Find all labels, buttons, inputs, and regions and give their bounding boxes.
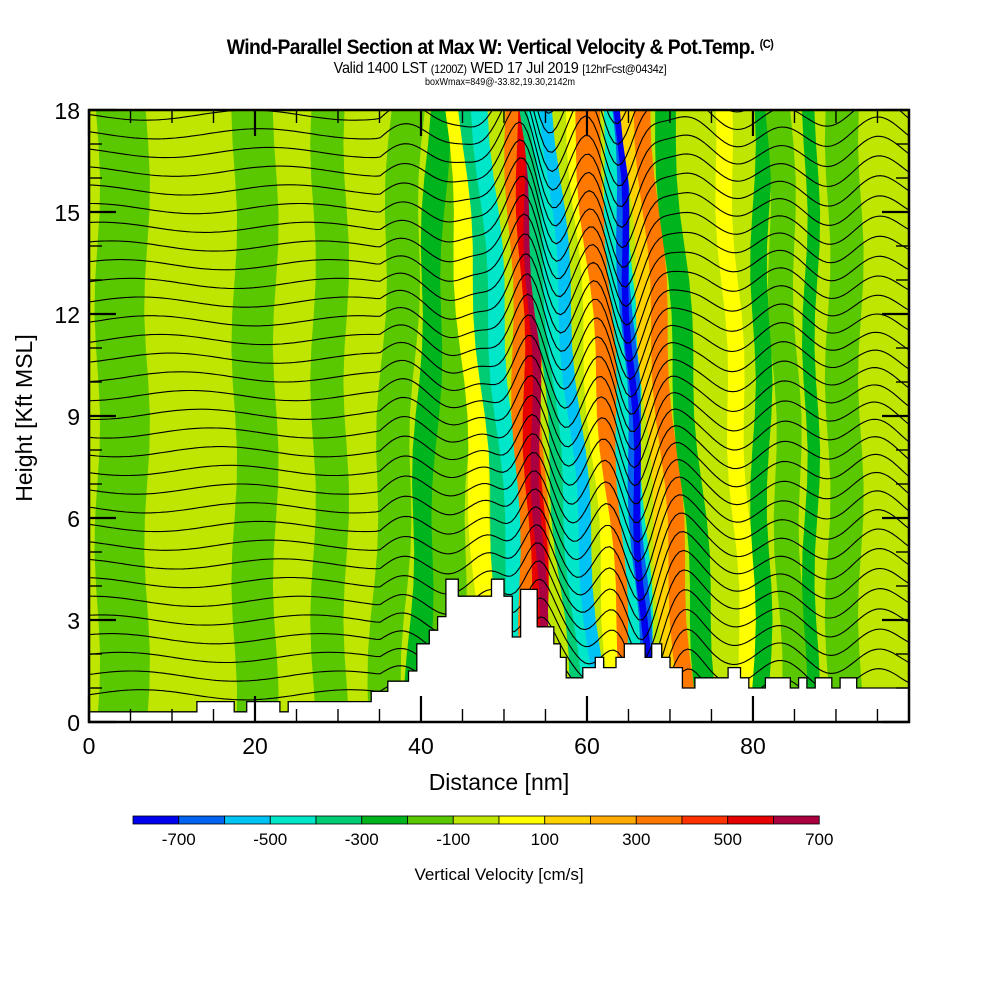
colorbar-swatch [315,815,363,825]
axis-ticks [87,108,909,724]
forecast-info: [12hrFcst@0434z] [582,62,667,76]
x-tick-label: 20 [242,733,268,759]
y-tick-label: 6 [67,506,80,532]
velocity-band [655,111,720,722]
theta-contour [90,470,909,563]
y-tick-labels: 0 3 6 9 12 15 18 [54,98,80,736]
velocity-band [310,111,349,722]
theta-contour [90,213,909,326]
colorbar-tick-label: -300 [345,830,379,849]
y-tick-label: 12 [54,302,80,328]
colorbar-tick-label: 500 [714,830,742,849]
theta-contour [90,273,909,381]
velocity-band [715,111,758,722]
theta-contour [90,314,909,415]
colorbar-tick-label: 700 [805,830,833,849]
colorbar-swatch [224,815,271,825]
colorbar-swatch [635,815,683,825]
x-tick-label: 80 [740,733,766,759]
theta-contour [90,413,909,505]
colorbar-tick-label: -700 [162,830,196,849]
colorbar-swatch [681,815,729,825]
velocity-band [445,111,504,722]
theta-contour [90,374,909,469]
y-axis-label: Height [Kft MSL] [11,334,37,501]
theta-contour [90,334,909,433]
theta-contour [90,139,909,249]
valid-utc: (1200Z) [430,62,467,76]
velocity-band [94,111,150,722]
theta-contour [90,121,909,229]
theta-contour [90,111,909,187]
velocity-band [824,111,864,722]
plot-frame [87,108,911,724]
theta-contour [90,433,909,524]
x-tick-labels: 0 20 40 60 80 [83,733,766,759]
theta-contour [90,394,909,487]
title-text: Wind-Parallel Section at Max W: Vertical… [226,36,756,59]
theta-contour [90,111,909,208]
colorbar-swatch [590,815,637,825]
colorbar-tick-label: 100 [531,830,559,849]
x-axis-label: Distance [nm] [429,769,570,795]
theta-contour [90,542,909,641]
velocity-band [231,111,279,722]
theta-contour [90,157,909,268]
x-tick-label: 40 [408,733,434,759]
y-tick-label: 3 [67,608,80,634]
colorbar [132,815,820,825]
velocity-band [750,111,773,722]
theta-contour [90,111,909,166]
colorbar-tick-labels: -700 -500 -300 -100 100 300 500 700 [162,830,834,849]
theta-contour [90,355,909,451]
theta-contour [90,293,909,398]
colorbar-swatch [361,815,408,825]
theta-contour [90,452,909,543]
velocity-band [633,111,699,722]
theta-contour [90,175,909,288]
velocity-band [539,111,610,722]
colorbar-tick-label: 300 [622,830,650,849]
box-info: boxWmax=849@-33.82,19.30,2142m [425,77,575,88]
y-tick-label: 18 [54,98,80,124]
y-tick-label: 0 [67,710,80,736]
colorbar-swatch [773,815,820,825]
theta-contour [90,253,909,362]
x-tick-label: 0 [83,733,96,759]
chart-title: Wind-Parallel Section at Max W: Vertical… [40,36,960,60]
x-tick-label: 60 [574,733,600,759]
velocity-band [765,111,808,722]
colorbar-swatch [269,815,317,825]
terrain [90,578,909,722]
theta-contour [90,524,909,621]
colorbar-swatch [544,815,591,825]
theta-contour [90,194,909,308]
colorbar-label: Vertical Velocity [cm/s] [414,865,583,884]
theta-contour [90,488,909,582]
terrain-profile [90,578,909,722]
y-tick-label: 15 [54,200,80,226]
colorbar-tick-label: -100 [436,830,470,849]
theta-contour [90,506,909,602]
chart-subtitle: Valid 1400 LST (1200Z) WED 17 Jul 2019 [… [50,60,950,78]
colorbar-swatch [407,815,454,825]
theta-contour [90,233,909,344]
velocity-band [613,111,653,722]
colorbar-swatch [132,815,180,825]
colorbar-swatch [727,815,774,825]
y-tick-label: 9 [67,404,80,430]
colorbar-tick-label: -500 [253,830,287,849]
valid-prefix: Valid 1400 LST [333,60,428,77]
colorbar-swatch [452,815,500,825]
copyright-mark: (C) [759,37,774,51]
colorbar-swatch [178,815,225,825]
valid-date: WED 17 Jul 2019 [470,60,579,77]
velocity-band [367,111,425,722]
colorbar-swatch [498,815,546,825]
